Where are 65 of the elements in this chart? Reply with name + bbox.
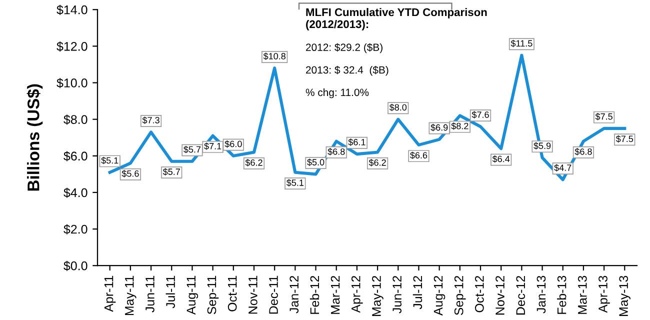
data-label: $6.2: [245, 159, 262, 166]
y-tick-label: $2.0: [64, 224, 88, 234]
x-tick-label: Dec-11: [269, 276, 278, 314]
x-tick-label: Sep-12: [454, 276, 466, 316]
y-tick-label: $4.0: [64, 188, 88, 198]
data-label: $5.9: [534, 142, 551, 150]
data-label: $6.8: [328, 148, 345, 156]
x-tick-label: Sep-11: [207, 276, 219, 314]
data-label: $6.8: [574, 148, 592, 156]
data-label: $5.6: [122, 170, 139, 178]
data-label: $5.1: [286, 179, 304, 186]
x-tick-label: Feb-12: [310, 276, 320, 314]
y-tick-label: $6.0: [64, 151, 88, 162]
y-tick-label: $0.0: [64, 260, 88, 271]
y-tick-label: $8.0: [64, 114, 88, 125]
y-tick-label: $10.0: [56, 78, 88, 88]
data-label: $6.4: [492, 155, 510, 163]
x-tick-label: May-11: [125, 276, 136, 316]
x-tick-label: Apr-12: [351, 276, 363, 313]
x-tick-label: Mar-12: [330, 276, 340, 314]
y-tick-label: $14.0: [56, 4, 88, 15]
x-tick-label: Jul-11: [166, 276, 175, 308]
data-label: $6.9: [430, 124, 448, 132]
data-label: $7.1: [204, 142, 222, 150]
data-label: $5.7: [162, 168, 180, 176]
x-tick-label: Aug-11: [186, 276, 198, 315]
data-label: $8.2: [451, 122, 468, 130]
x-tick-label: Jan-13: [536, 276, 546, 314]
x-tick-label: Mar-13: [578, 276, 587, 314]
data-label: $6.0: [224, 140, 242, 148]
data-label: $5.7: [184, 146, 201, 154]
y-axis-title: Billions (US$): [26, 84, 43, 191]
x-tick-label: Dec-12: [516, 276, 526, 315]
x-tick-label: Jun-12: [392, 276, 402, 314]
x-tick-label: Feb-13: [557, 276, 566, 314]
data-label: $7.6: [472, 111, 489, 118]
x-tick-label: Jun-11: [146, 276, 154, 312]
data-label: $7.5: [616, 135, 634, 143]
x-tick-label: Nov-11: [248, 276, 258, 314]
y-tick-label: $12.0: [56, 41, 88, 52]
x-tick-label: Oct-12: [475, 276, 484, 312]
data-label: $6.1: [348, 138, 366, 146]
data-label: $6.2: [368, 159, 386, 166]
data-label: $10.8: [263, 52, 286, 60]
data-label: $6.6: [410, 152, 428, 160]
data-label: $7.3: [142, 116, 160, 124]
x-tick-label: Jan-12: [290, 276, 299, 314]
x-tick-label: May-12: [372, 276, 384, 316]
x-tick-label: May-13: [619, 276, 630, 316]
x-tick-label: Jul-12: [412, 276, 422, 310]
data-label: $7.5: [595, 112, 612, 120]
data-label: $4.7: [554, 164, 572, 172]
x-tick-label: Nov-12: [496, 276, 504, 315]
annotation: 2013: $ 32.4 ($B): [306, 66, 388, 76]
data-label: $8.0: [389, 104, 407, 112]
data-label: $5.1: [101, 156, 118, 164]
annotation: MLFI Cumulative YTD Comparison (2012/2013):: [306, 8, 487, 30]
data-label: $5.0: [307, 158, 324, 166]
x-tick-label: Aug-12: [434, 276, 446, 316]
x-tick-label: Oct-11: [228, 276, 237, 312]
x-tick-label: Apr-11: [104, 276, 116, 312]
x-tick-label: Apr-13: [598, 276, 610, 313]
annotation: 2012: $29.2 ($B): [306, 43, 382, 54]
annotation: % chg: 11.0%: [306, 88, 369, 98]
data-label: $11.5: [510, 40, 532, 48]
